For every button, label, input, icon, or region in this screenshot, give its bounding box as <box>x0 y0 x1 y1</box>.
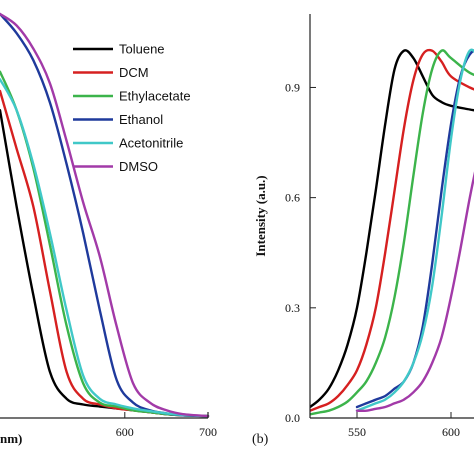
legend-label-ethylacetate: Ethylacetate <box>119 89 191 104</box>
panel-a-x-tick-label: 600 <box>116 425 134 439</box>
panel-b-x-ticks: 550 600 <box>348 412 460 439</box>
panel-b-y-tick-label: 0.9 <box>285 80 300 94</box>
legend-label-dcm: DCM <box>119 65 149 80</box>
legend-label-dmso: DMSO <box>119 159 158 174</box>
panel-b-y-tick-label: 0.0 <box>285 411 300 425</box>
panel-b-y-ticks: 0.0 0.3 0.6 0.9 <box>285 80 316 425</box>
legend-label-acetonitrile: Acetonitrile <box>119 136 183 151</box>
panel-b-series-line-acetonitrile <box>355 48 474 412</box>
panel-b-series-line-dcm <box>310 48 474 412</box>
panel-b-y-tick-label: 0.3 <box>285 301 300 315</box>
legend-label-ethanol: Ethanol <box>119 112 163 127</box>
panel-b-series-line-ethanol <box>355 49 474 409</box>
panel-a-series-line-dmso <box>0 12 210 418</box>
panel-a-x-tick-label: 700 <box>199 425 217 439</box>
panel-b-label: (b) <box>252 432 269 447</box>
panel-b-y-axis-title: Intensity (a.u.) <box>253 175 268 256</box>
panel-a-series-line-acetonitrile <box>0 78 210 418</box>
legend-label-toluene: Toluene <box>119 42 165 57</box>
legend: Toluene DCM Ethylacetate Ethanol Acetonitril… <box>73 42 191 174</box>
panel-b-x-tick-label: 600 <box>442 425 460 439</box>
panel-b-y-tick-label: 0.6 <box>285 191 300 205</box>
panel-b-series-line-toluene <box>310 49 474 409</box>
panel-b: 0.0 0.3 0.6 0.9 550 600 Intensity (a.u.) (b) <box>252 14 474 447</box>
panel-a-series-line-ethanol <box>0 12 210 418</box>
panel-b-series-line-ethylacetate <box>310 49 474 416</box>
panel-a-series <box>0 12 210 418</box>
panel-b-series-line-dmso <box>355 171 474 413</box>
panel-a: 600 700 nm) <box>0 12 217 446</box>
panel-b-x-tick-label: 550 <box>348 425 366 439</box>
panel-a-series-line-ethylacetate <box>0 70 210 418</box>
panel-b-series <box>310 48 474 416</box>
panel-a-x-axis-title: nm) <box>0 431 22 446</box>
panel-a-x-ticks: 600 700 <box>116 412 217 439</box>
